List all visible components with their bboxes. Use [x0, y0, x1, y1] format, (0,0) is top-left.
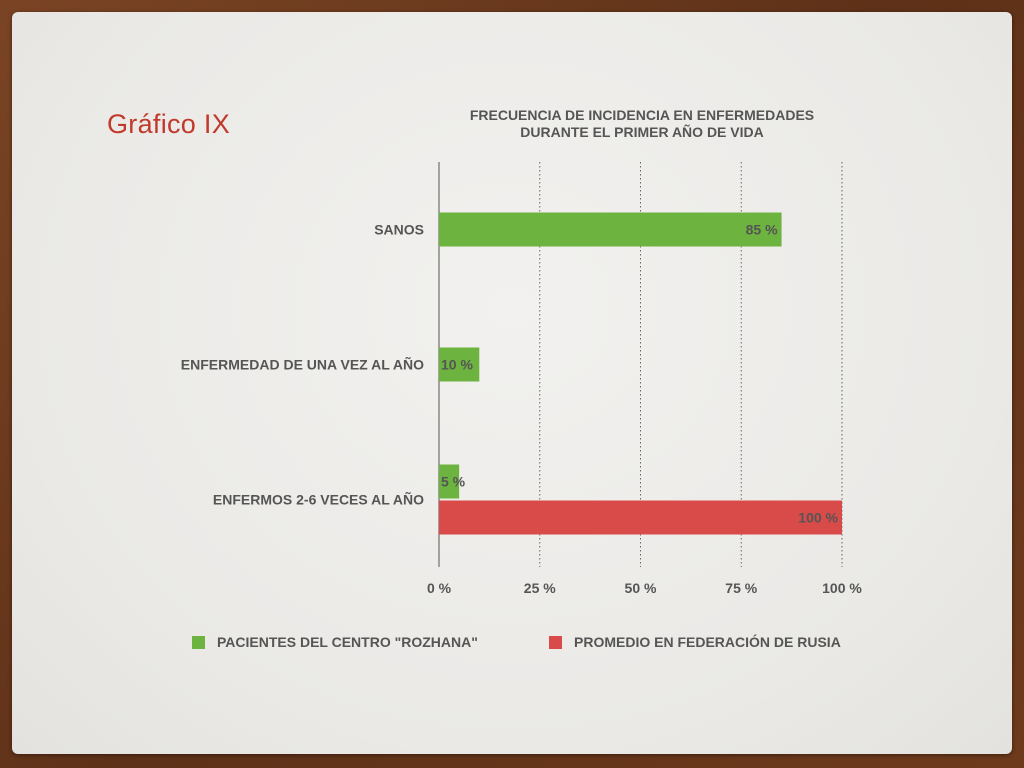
bar-rusia-2 — [439, 500, 842, 535]
bar-chart: 0 % 25 % 50 % 75 % 100 % 85 % SANOS 10 % ENFERME… — [181, 162, 862, 596]
legend-label-rozhana: PACIENTES DEL CENTRO "ROZHANA" — [217, 634, 478, 650]
bar-rozhana-1 — [439, 347, 480, 382]
legend-item-rozhana: PACIENTES DEL CENTRO "ROZHANA" — [192, 634, 478, 650]
x-tick-label: 75 % — [725, 580, 757, 596]
x-tick-label: 25 % — [524, 580, 556, 596]
legend-swatch-rusia — [549, 635, 562, 649]
legend-swatch-rozhana — [192, 635, 205, 649]
slide-title: Gráfico IX — [107, 109, 231, 139]
chart-legend: PACIENTES DEL CENTRO "ROZHANA" PROMEDIO … — [12, 634, 1012, 656]
x-tick-label: 50 % — [625, 580, 657, 596]
chart-title-line-1: FRECUENCIA DE INCIDENCIA EN ENFERMEDADES — [469, 107, 815, 123]
legend-label-rusia: PROMEDIO EN FEDERACIÓN DE RUSIA — [574, 634, 841, 650]
data-label: 10 % — [441, 357, 473, 373]
chart-title-line-2: DURANTE EL PRIMER AÑO DE VIDA — [520, 124, 764, 140]
slide: Gráfico IX FRECUENCIA DE INCIDENCIA EN E… — [12, 12, 1012, 754]
x-tick-label: 100 % — [822, 580, 862, 596]
legend-item-rusia: PROMEDIO EN FEDERACIÓN DE RUSIA — [549, 634, 841, 650]
category-label: ENFERMEDAD DE UNA VEZ AL AÑO — [181, 356, 424, 373]
data-label: 85 % — [746, 222, 778, 238]
category-label: ENFERMOS 2-6 VECES AL AÑO — [213, 491, 424, 508]
data-label: 100 % — [798, 510, 838, 526]
bar-rozhana-0 — [439, 212, 782, 247]
category-label: SANOS — [374, 222, 424, 238]
data-label: 5 % — [441, 474, 466, 490]
x-tick-label: 0 % — [427, 580, 452, 596]
chart-title: FRECUENCIA DE INCIDENCIA EN ENFERMEDADES… — [412, 107, 872, 141]
bar-rozhana-2 — [439, 464, 460, 499]
